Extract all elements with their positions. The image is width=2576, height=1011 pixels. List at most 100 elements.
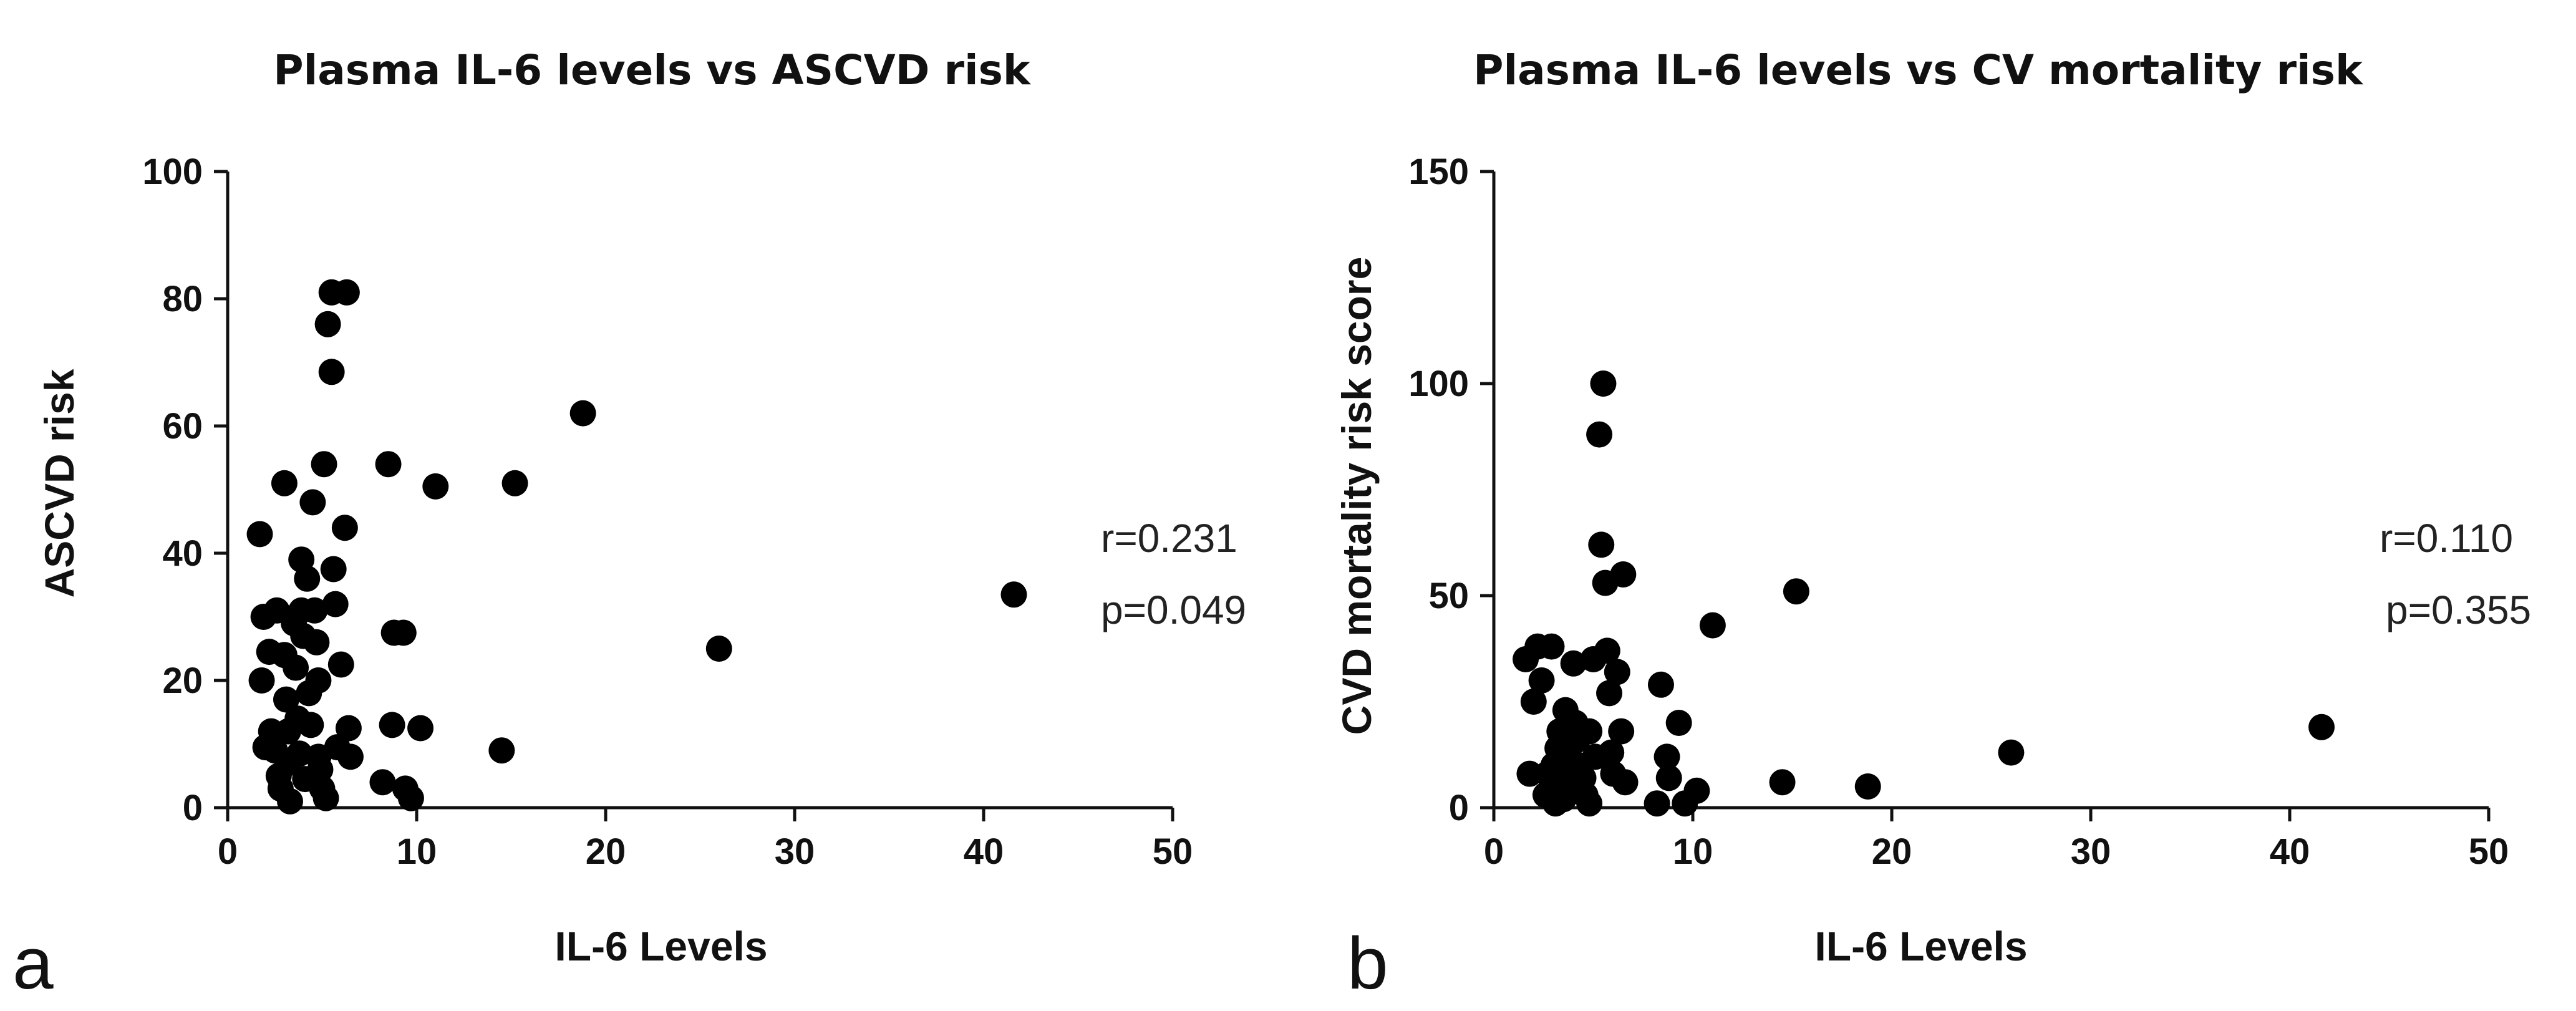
y-tick-label: 100	[142, 152, 203, 192]
data-point	[311, 451, 337, 478]
data-point	[1588, 531, 1615, 558]
y-tick-label: 150	[1408, 152, 1469, 192]
data-point	[1590, 370, 1617, 397]
panel-label: b	[1347, 922, 1388, 1005]
x-tick-label: 50	[2469, 831, 2509, 872]
data-point	[1576, 790, 1603, 817]
data-point	[246, 521, 273, 548]
chart-title: Plasma IL-6 levels vs CV mortality risk	[1473, 46, 2364, 94]
data-point	[307, 756, 334, 783]
data-point	[569, 400, 596, 427]
data-point	[1604, 659, 1630, 685]
x-axis-label: IL-6 Levels	[1814, 923, 2027, 969]
y-tick-label: 60	[162, 406, 203, 447]
data-point	[327, 651, 354, 678]
x-tick-label: 0	[1484, 831, 1504, 872]
data-point	[1665, 710, 1692, 736]
data-point	[1586, 421, 1613, 448]
x-tick-label: 0	[218, 831, 238, 872]
data-point	[1596, 680, 1623, 707]
data-point	[298, 712, 324, 738]
y-tick-label: 0	[183, 788, 203, 828]
data-point	[369, 769, 396, 796]
data-point	[299, 489, 326, 516]
data-point	[271, 470, 298, 496]
data-point	[312, 785, 339, 811]
data-point	[314, 311, 341, 337]
data-point	[303, 629, 330, 655]
data-point	[1612, 769, 1639, 796]
data-point	[1000, 581, 1027, 608]
data-point	[335, 715, 362, 742]
data-point	[337, 743, 364, 770]
data-point	[322, 591, 349, 617]
x-tick-label: 20	[1872, 831, 1912, 872]
data-point	[320, 556, 347, 583]
data-point	[1560, 650, 1587, 677]
x-tick-label: 50	[1153, 831, 1193, 872]
data-point	[1610, 561, 1637, 588]
chart-panel-a: Plasma IL-6 levels vs ASCVD risk ASCVD r…	[12, 46, 1246, 1005]
data-point	[1699, 612, 1726, 639]
data-point	[1769, 769, 1796, 796]
data-point	[1854, 773, 1881, 800]
data-point	[397, 785, 424, 811]
y-tick-label: 40	[162, 533, 203, 574]
plot-area: 0 10 20 30 40 50 0 20 40 60 80 100	[142, 152, 1193, 872]
y-tick-label: 50	[1428, 576, 1469, 616]
data-point	[1576, 718, 1603, 745]
data-point	[1538, 633, 1565, 660]
x-tick-label: 30	[775, 831, 815, 872]
data-point	[1516, 760, 1543, 787]
y-tick-label: 80	[162, 279, 203, 319]
chart-title: Plasma IL-6 levels vs ASCVD risk	[273, 46, 1032, 94]
data-point	[248, 667, 275, 694]
x-tick-label: 30	[2071, 831, 2111, 872]
data-point	[1608, 718, 1635, 745]
data-point	[294, 565, 321, 592]
chart-panel-b: Plasma IL-6 levels vs CV mortality risk …	[1334, 46, 2531, 1005]
plot-area: 0 10 20 30 40 50 0 50 100 150	[1408, 152, 2509, 872]
data-point	[1647, 671, 1674, 698]
data-point	[1783, 578, 1809, 605]
data-point	[276, 788, 303, 815]
data-point	[333, 279, 360, 306]
y-axis-label: CVD mortality risk score	[1334, 257, 1380, 735]
data-point	[1528, 667, 1555, 694]
correlation-r: r=0.110	[2380, 516, 2513, 561]
data-point	[305, 667, 332, 694]
data-point	[390, 619, 417, 646]
data-point	[422, 473, 449, 500]
data-point	[407, 715, 434, 742]
p-value: p=0.355	[2386, 588, 2531, 632]
data-point	[331, 515, 358, 541]
data-point	[273, 686, 299, 713]
correlation-r: r=0.231	[1101, 516, 1237, 561]
y-tick-label: 100	[1408, 364, 1469, 404]
y-tick-label: 0	[1449, 788, 1469, 828]
data-point	[318, 359, 345, 385]
data-point	[1654, 743, 1680, 770]
data-point	[1594, 637, 1620, 664]
data-point	[488, 737, 515, 764]
data-point	[379, 712, 405, 738]
data-point	[1644, 790, 1670, 817]
y-tick-label: 20	[162, 660, 203, 701]
data-point	[2308, 714, 2335, 740]
x-tick-label: 10	[1673, 831, 1713, 872]
data-point	[1655, 765, 1682, 791]
x-tick-label: 10	[397, 831, 437, 872]
data-point	[283, 654, 309, 681]
data-point	[1520, 689, 1547, 715]
p-value: p=0.049	[1101, 588, 1246, 632]
data-point	[1998, 739, 2025, 766]
data-point	[1683, 777, 1710, 804]
data-point	[301, 597, 328, 624]
data-point	[501, 470, 528, 496]
x-tick-label: 40	[964, 831, 1004, 872]
data-point	[705, 636, 732, 662]
x-axis-label: IL-6 Levels	[554, 923, 767, 969]
panel-label: a	[12, 922, 54, 1005]
y-axis-label: ASCVD risk	[36, 369, 82, 597]
